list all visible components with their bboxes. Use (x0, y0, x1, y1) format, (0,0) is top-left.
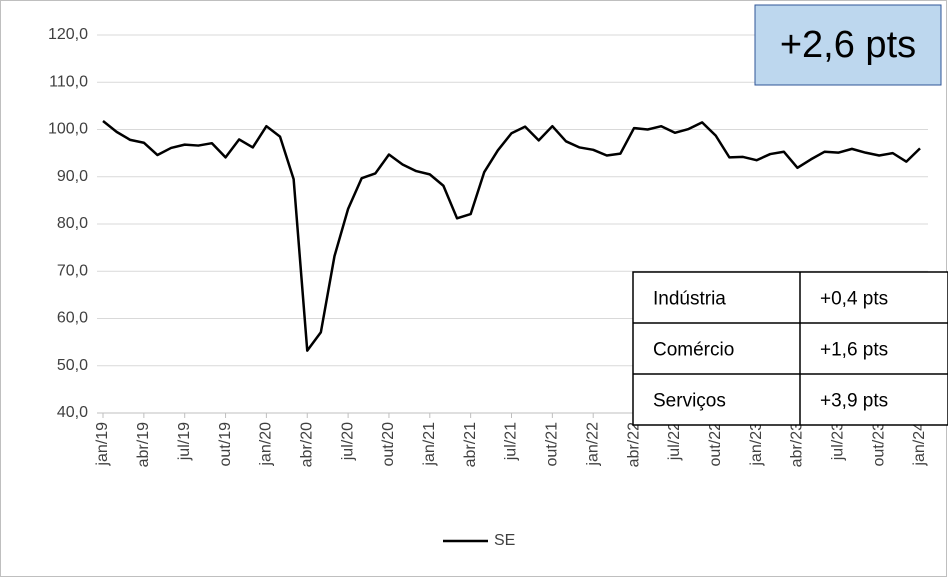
table-cell: +1,6 pts (820, 340, 888, 361)
x-tick-label: jul/23 (830, 422, 847, 461)
x-tick-label: abr/23 (789, 422, 806, 467)
x-tick-label: jan/22 (584, 422, 601, 467)
table-cell: Serviços (653, 391, 726, 412)
x-tick-label: jan/20 (258, 422, 275, 467)
x-tick-label: out/21 (544, 422, 561, 467)
y-tick-label: 90,0 (57, 168, 88, 185)
x-tick-label: out/20 (380, 422, 397, 467)
x-tick-label: out/22 (707, 422, 724, 467)
x-tick-label: jul/19 (176, 422, 193, 461)
table-box (632, 271, 948, 426)
y-tick-label: 120,0 (48, 26, 88, 43)
x-tick-label: jan/21 (421, 422, 438, 467)
y-tick-label: 50,0 (57, 357, 88, 374)
y-tick-label: 40,0 (57, 404, 88, 421)
annotation: +2,6 pts (780, 24, 916, 66)
y-tick-label: 60,0 (57, 310, 88, 327)
x-tick-label: jan/23 (748, 422, 765, 467)
y-tick-label: 100,0 (48, 121, 88, 138)
x-tick-label: out/19 (217, 422, 234, 467)
table-cell: +0,4 pts (820, 289, 888, 310)
x-tick-label: jul/21 (503, 422, 520, 461)
y-tick-label: 110,0 (49, 73, 88, 90)
table-cell: Indústria (653, 289, 726, 310)
x-tick-label: out/23 (870, 422, 887, 467)
annotation-box (754, 4, 942, 86)
y-tick-label: 80,0 (57, 215, 88, 232)
x-tick-label: jan/19 (94, 422, 111, 467)
series-line (102, 120, 921, 352)
table-cell: Comércio (653, 340, 734, 361)
x-tick-label: abr/20 (298, 422, 315, 467)
x-tick-label: jan/24 (911, 422, 928, 467)
legend-label: SE (494, 532, 515, 549)
x-tick-label: jul/20 (339, 422, 356, 461)
x-tick-label: abr/19 (135, 422, 152, 467)
x-tick-label: abr/21 (462, 422, 479, 467)
table-cell: +3,9 pts (820, 391, 888, 412)
x-tick-label: jul/22 (666, 422, 683, 461)
x-tick-label: abr/22 (625, 422, 642, 467)
y-tick-label: 70,0 (57, 262, 88, 279)
